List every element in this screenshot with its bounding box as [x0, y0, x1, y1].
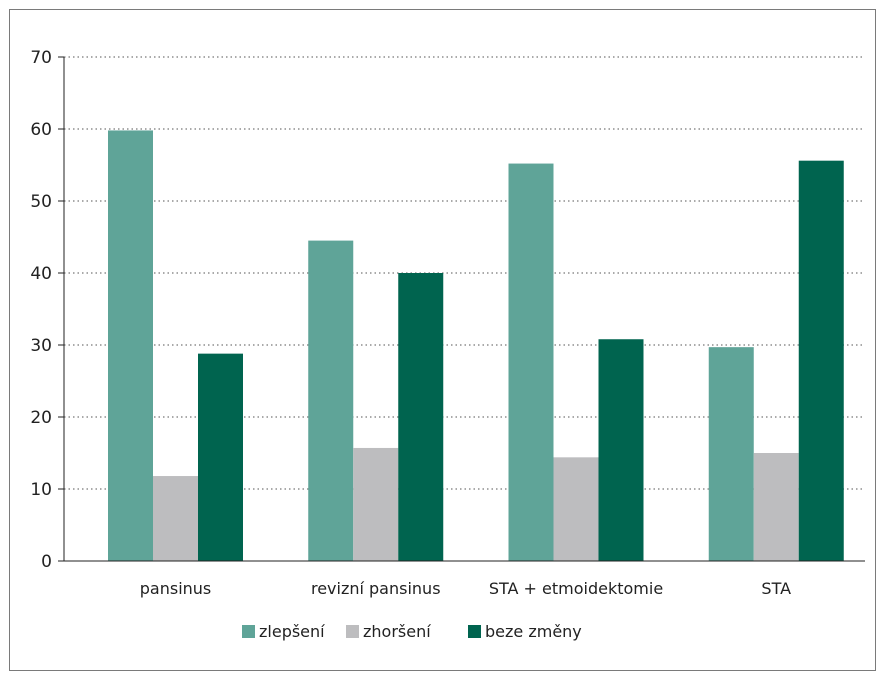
y-tick-label-40: 40	[30, 264, 52, 284]
y-tick-label-30: 30	[30, 336, 52, 356]
y-tick-label-10: 10	[30, 480, 52, 500]
x-category-label-4: STA	[761, 579, 791, 598]
bar-3-3	[598, 339, 644, 561]
bar-3-1	[508, 163, 554, 561]
axes	[63, 57, 865, 562]
legend-label-3: beze změny	[485, 622, 582, 641]
legend: zlepšení zhoršení beze změny	[242, 622, 582, 641]
y-axis-ticks: 0 10 20 30 40 50 60 70	[30, 48, 64, 572]
bar-3-2	[553, 457, 599, 561]
bar-4-2	[753, 453, 799, 561]
legend-swatch-2	[346, 625, 359, 638]
y-tick-label-60: 60	[30, 120, 52, 140]
bar-4-3	[798, 160, 844, 561]
x-category-label-3: STA + etmoidektomie	[489, 579, 663, 598]
bar-2-1	[308, 240, 354, 561]
legend-swatch-3	[468, 625, 481, 638]
legend-swatch-1	[242, 625, 255, 638]
legend-label-2: zhoršení	[363, 622, 431, 641]
bar-1-1	[108, 130, 153, 561]
legend-label-1: zlepšení	[259, 622, 325, 641]
x-category-label-2: revizní pansinus	[311, 579, 441, 598]
bar-2-2	[353, 447, 399, 561]
y-tick-label-70: 70	[30, 48, 52, 68]
bars	[108, 130, 844, 561]
bar-2-3	[398, 273, 444, 561]
bar-4-1	[708, 347, 754, 561]
x-category-label-1: pansinus	[140, 579, 212, 598]
chart-frame: 0 10 20 30 40 50 60 70 pansinus revizní pansinus…	[9, 9, 876, 671]
bar-1-2	[153, 476, 198, 561]
bar-chart: 0 10 20 30 40 50 60 70 pansinus revizní pansinus…	[30, 48, 865, 641]
y-tick-label-0: 0	[41, 552, 52, 572]
y-tick-label-20: 20	[30, 408, 52, 428]
y-tick-label-50: 50	[30, 192, 52, 212]
bar-1-3	[198, 353, 243, 561]
x-axis-categories: pansinus revizní pansinus STA + etmoidekto…	[140, 579, 791, 598]
